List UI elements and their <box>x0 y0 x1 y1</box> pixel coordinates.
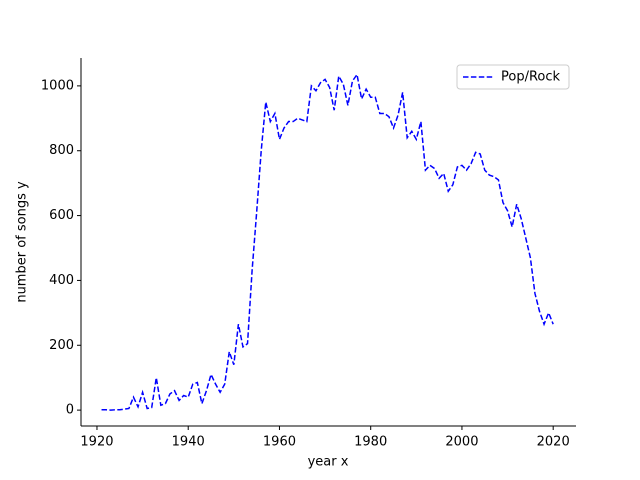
x-tick-label: 1960 <box>263 435 296 450</box>
x-tick-label: 2020 <box>537 435 570 450</box>
x-tick-label: 1940 <box>172 435 205 450</box>
data-line <box>101 72 554 411</box>
x-tick-label: 1980 <box>354 435 387 450</box>
y-tick-label: 200 <box>49 338 74 353</box>
legend-label: Pop/Rock <box>501 70 561 85</box>
y-tick-label: 1000 <box>41 78 74 93</box>
legend-box <box>456 64 570 90</box>
x-tick-label: 2000 <box>445 435 478 450</box>
y-tick-label: 0 <box>66 403 74 418</box>
y-tick-label: 400 <box>49 273 74 288</box>
x-axis-label: year x <box>308 455 349 470</box>
y-tick-label: 800 <box>49 143 74 158</box>
y-axis-label: number of songs y <box>15 181 30 303</box>
x-tick-label: 1920 <box>80 435 113 450</box>
y-tick-label: 600 <box>49 208 74 223</box>
